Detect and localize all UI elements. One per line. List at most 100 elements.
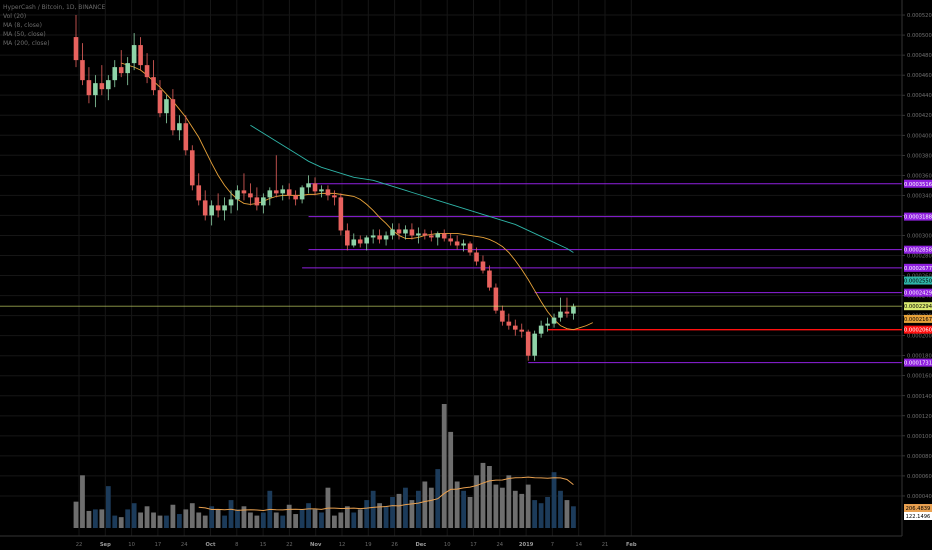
candle-body	[112, 67, 118, 81]
candle-body	[280, 189, 286, 194]
volume-bar	[422, 481, 428, 528]
candle-body	[370, 235, 376, 238]
legend-title[interactable]: HyperCash / Bitcoin, 1D, BINANCE	[3, 4, 106, 11]
level-price-badge	[904, 245, 932, 254]
volume-bar	[157, 515, 163, 528]
volume-bar	[338, 512, 344, 528]
legend-indicator-volume[interactable]: Vol (20)	[3, 13, 27, 20]
volume-badge	[904, 504, 932, 512]
candle-body	[332, 195, 337, 198]
date-tick-label: 24	[181, 542, 188, 548]
volume-bar	[248, 512, 253, 528]
volume-bar	[467, 497, 473, 528]
date-tick-label: 8	[235, 542, 238, 548]
legend-indicator-ma-long[interactable]: MA (200, close)	[3, 40, 50, 47]
candle-body	[189, 150, 195, 186]
price-badge-label: 0.0002294	[904, 304, 932, 310]
candle-body	[448, 238, 453, 242]
date-tick-label: 10	[128, 542, 135, 548]
volume-bar	[144, 506, 150, 528]
volume-bar	[92, 509, 98, 528]
candle-body	[125, 63, 130, 74]
date-tick-label: Sep	[100, 542, 111, 548]
volume-bar	[564, 500, 570, 528]
volume-bar	[480, 462, 486, 528]
volume-bar	[118, 517, 124, 528]
candle-body	[80, 60, 85, 81]
volume-bar	[461, 490, 466, 528]
candle-body	[467, 243, 473, 253]
level-price-badge	[904, 325, 932, 334]
level-price-label: 0.0003188	[904, 215, 932, 221]
candle-body	[474, 252, 479, 262]
candle-body	[170, 99, 176, 131]
volume-bar	[112, 515, 118, 528]
candle-body	[512, 325, 518, 330]
volume-bar	[332, 515, 337, 528]
level-price-label: 0.0002677	[904, 266, 932, 272]
volume-bar	[170, 504, 176, 528]
volume-bar	[499, 487, 505, 528]
volume-bar	[370, 490, 376, 528]
volume-bar	[487, 466, 492, 528]
candle-body	[396, 229, 402, 234]
volume-bar	[558, 490, 563, 528]
candle-body	[461, 243, 466, 246]
candle-body	[254, 197, 260, 206]
date-tick-label: 22	[76, 542, 83, 548]
candle-body	[131, 45, 137, 64]
volume-bar	[454, 481, 460, 528]
date-tick-label: 17	[155, 542, 162, 548]
candle-body	[422, 233, 428, 236]
candle-body	[390, 229, 395, 236]
candle-body	[403, 229, 408, 234]
volume-bar	[280, 515, 286, 528]
volume-bar	[525, 484, 531, 528]
volume-badge-label: 122.1496	[906, 514, 931, 520]
volume-bar	[105, 486, 111, 528]
volume-bar	[260, 512, 266, 528]
legend-indicator-ma-slow[interactable]: MA (50, close)	[3, 31, 46, 38]
level-price-label: 0.0001731	[904, 361, 932, 367]
candle-body	[157, 90, 163, 114]
price-badge	[904, 314, 932, 323]
candle-body	[345, 230, 350, 246]
volume-bar	[390, 497, 395, 528]
candle-body	[99, 83, 105, 90]
level-price-label: 0.0002060	[904, 328, 932, 334]
candle-body	[525, 331, 531, 356]
candle-body	[506, 321, 512, 326]
date-tick-label: Nov	[310, 542, 322, 548]
candle-body	[293, 195, 298, 200]
date-tick-label: 21	[602, 542, 609, 548]
candles	[73, 15, 576, 361]
candle-body	[487, 270, 492, 288]
volume-bar	[164, 515, 169, 528]
volume-bar	[151, 512, 156, 528]
candle-body	[118, 67, 124, 74]
candle-body	[144, 65, 150, 78]
volume-bar	[189, 503, 195, 528]
level-price-badge	[904, 212, 932, 221]
level-price-label: 0.0002858	[904, 248, 932, 254]
ma-slow-line	[250, 124, 574, 253]
date-tick-label: 22	[286, 542, 293, 548]
candle-body	[545, 323, 550, 326]
volume-bar	[183, 509, 189, 528]
legend-indicator-ma-fast[interactable]: MA (8, close)	[3, 22, 42, 29]
candle-body	[151, 77, 156, 91]
candle-body	[248, 193, 253, 198]
candle-body	[338, 197, 344, 231]
volume-bar	[222, 515, 227, 528]
candle-body	[273, 190, 279, 194]
candle-body	[286, 189, 292, 196]
